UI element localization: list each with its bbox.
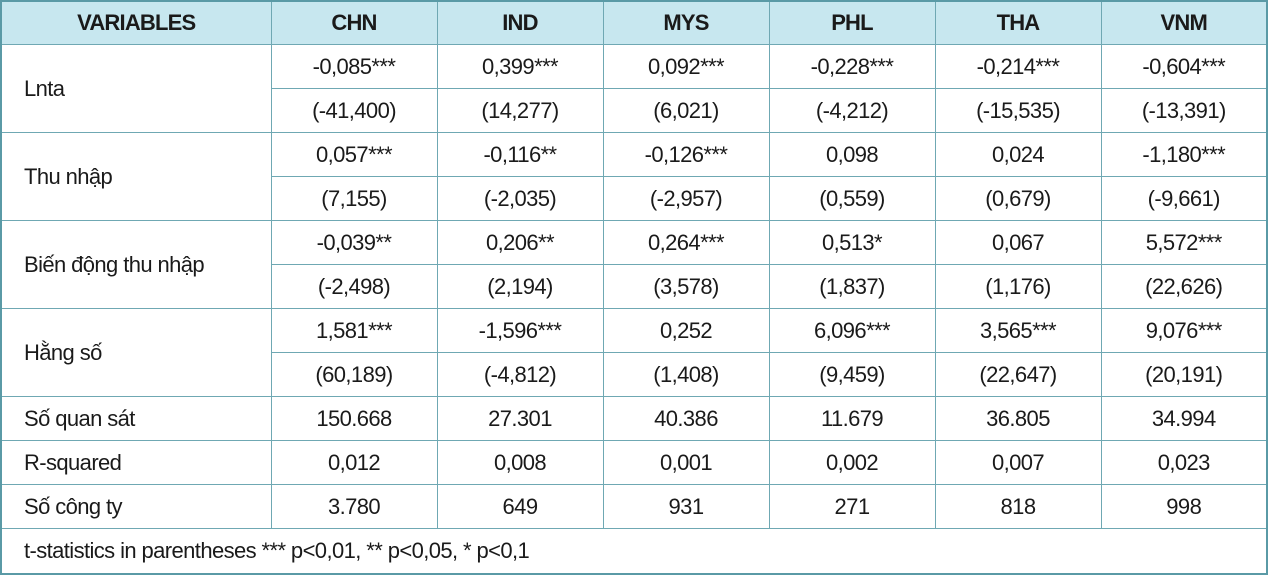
coef-cell: -0,214***: [934, 44, 1102, 89]
row-label-lnta: Lnta: [0, 44, 272, 133]
coef-cell: 0,252: [602, 308, 770, 353]
stat-cell: 150.668: [270, 396, 438, 441]
coef-cell: 5,572***: [1100, 220, 1268, 265]
coef-cell: 0,513*: [768, 220, 936, 265]
stat-cell: 40.386: [602, 396, 770, 441]
row-label-bien-dong-thu-nhap: Biến động thu nhập: [0, 220, 272, 309]
coef-cell: -0,126***: [602, 132, 770, 177]
stat-cell: 0,007: [934, 440, 1102, 485]
header-ind: IND: [436, 0, 604, 45]
tstat-cell: (-4,212): [768, 88, 936, 133]
stat-cell: 998: [1100, 484, 1268, 529]
row-note: t-statistics in parentheses *** p<0,01, …: [0, 528, 1268, 575]
stat-cell: 0,023: [1100, 440, 1268, 485]
stat-cell: 818: [934, 484, 1102, 529]
stat-cell: 36.805: [934, 396, 1102, 441]
tstat-cell: (14,277): [436, 88, 604, 133]
tstat-cell: (0,679): [934, 176, 1102, 221]
row-lnta-coef: Lnta -0,085*** 0,399*** 0,092*** -0,228*…: [0, 44, 1268, 133]
stat-cell: 0,012: [270, 440, 438, 485]
row-bien-dong-tstat: (-2,498) (2,194) (3,578) (1,837) (1,176)…: [1, 264, 1268, 309]
coef-cell: 0,206**: [436, 220, 604, 265]
tstat-cell: (3,578): [602, 264, 770, 309]
stat-cell: 11.679: [768, 396, 936, 441]
stat-cell: 0,002: [768, 440, 936, 485]
stat-cell: 34.994: [1100, 396, 1268, 441]
coef-cell: 0,024: [934, 132, 1102, 177]
stat-cell: 3.780: [270, 484, 438, 529]
coef-cell: 0,264***: [602, 220, 770, 265]
stat-cell: 27.301: [436, 396, 604, 441]
stat-cell: 0,001: [602, 440, 770, 485]
coef-cell: 0,399***: [436, 44, 604, 89]
stat-cell: 0,008: [436, 440, 604, 485]
tstat-cell: (20,191): [1100, 352, 1268, 397]
stat-cell: 931: [602, 484, 770, 529]
row-so-cong-ty: Số công ty 3.780 649 931 271 818 998: [0, 484, 1268, 529]
row-label-so-cong-ty: Số công ty: [0, 484, 272, 529]
coef-cell: -0,604***: [1100, 44, 1268, 89]
coef-cell: -1,596***: [436, 308, 604, 353]
row-r-squared: R-squared 0,012 0,008 0,001 0,002 0,007 …: [0, 440, 1268, 485]
row-label-hang-so: Hằng số: [0, 308, 272, 397]
tstat-cell: (6,021): [602, 88, 770, 133]
tstat-cell: (1,408): [602, 352, 770, 397]
row-label-so-quan-sat: Số quan sát: [0, 396, 272, 441]
tstat-cell: (22,626): [1100, 264, 1268, 309]
tstat-cell: (-9,661): [1100, 176, 1268, 221]
tstat-cell: (22,647): [934, 352, 1102, 397]
row-hang-so-coef: Hằng số 1,581*** -1,596*** 0,252 6,096**…: [0, 308, 1268, 397]
row-label-thu-nhap: Thu nhập: [0, 132, 272, 221]
header-vnm: VNM: [1100, 0, 1268, 45]
tstat-cell: (-2,498): [270, 264, 438, 309]
tstat-cell: (9,459): [768, 352, 936, 397]
header-chn: CHN: [270, 0, 438, 45]
tstat-cell: (-13,391): [1100, 88, 1268, 133]
row-label-r-squared: R-squared: [0, 440, 272, 485]
row-so-quan-sat: Số quan sát 150.668 27.301 40.386 11.679…: [0, 396, 1268, 441]
coef-cell: -0,085***: [270, 44, 438, 89]
coef-cell: 9,076***: [1100, 308, 1268, 353]
tstat-cell: (2,194): [436, 264, 604, 309]
tstat-cell: (-4,812): [436, 352, 604, 397]
stat-cell: 271: [768, 484, 936, 529]
tstat-cell: (-41,400): [270, 88, 438, 133]
coef-cell: 1,581***: [270, 308, 438, 353]
coef-cell: -1,180***: [1100, 132, 1268, 177]
header-mys: MYS: [602, 0, 770, 45]
coef-cell: 3,565***: [934, 308, 1102, 353]
tstat-cell: (0,559): [768, 176, 936, 221]
coef-cell: -0,039**: [270, 220, 438, 265]
row-thu-nhap-coef: Thu nhập 0,057*** -0,116** -0,126*** 0,0…: [0, 132, 1268, 221]
coef-cell: 6,096***: [768, 308, 936, 353]
coef-cell: 0,092***: [602, 44, 770, 89]
table-footnote: t-statistics in parentheses *** p<0,01, …: [0, 528, 1268, 575]
tstat-cell: (7,155): [270, 176, 438, 221]
row-bien-dong-coef: Biến động thu nhập -0,039** 0,206** 0,26…: [0, 220, 1268, 309]
header-phl: PHL: [768, 0, 936, 45]
row-hang-so-tstat: (60,189) (-4,812) (1,408) (9,459) (22,64…: [1, 352, 1268, 397]
tstat-cell: (60,189): [270, 352, 438, 397]
coef-cell: -0,228***: [768, 44, 936, 89]
coef-cell: -0,116**: [436, 132, 604, 177]
tstat-cell: (-15,535): [934, 88, 1102, 133]
coef-cell: 0,098: [768, 132, 936, 177]
tstat-cell: (1,837): [768, 264, 936, 309]
coef-cell: 0,057***: [270, 132, 438, 177]
tstat-cell: (-2,957): [602, 176, 770, 221]
header-variables: VARIABLES: [0, 0, 272, 45]
stat-cell: 649: [436, 484, 604, 529]
tstat-cell: (-2,035): [436, 176, 604, 221]
tstat-cell: (1,176): [934, 264, 1102, 309]
header-tha: THA: [934, 0, 1102, 45]
header-row: VARIABLES CHN IND MYS PHL THA VNM: [0, 0, 1268, 45]
row-thu-nhap-tstat: (7,155) (-2,035) (-2,957) (0,559) (0,679…: [1, 176, 1268, 221]
coef-cell: 0,067: [934, 220, 1102, 265]
